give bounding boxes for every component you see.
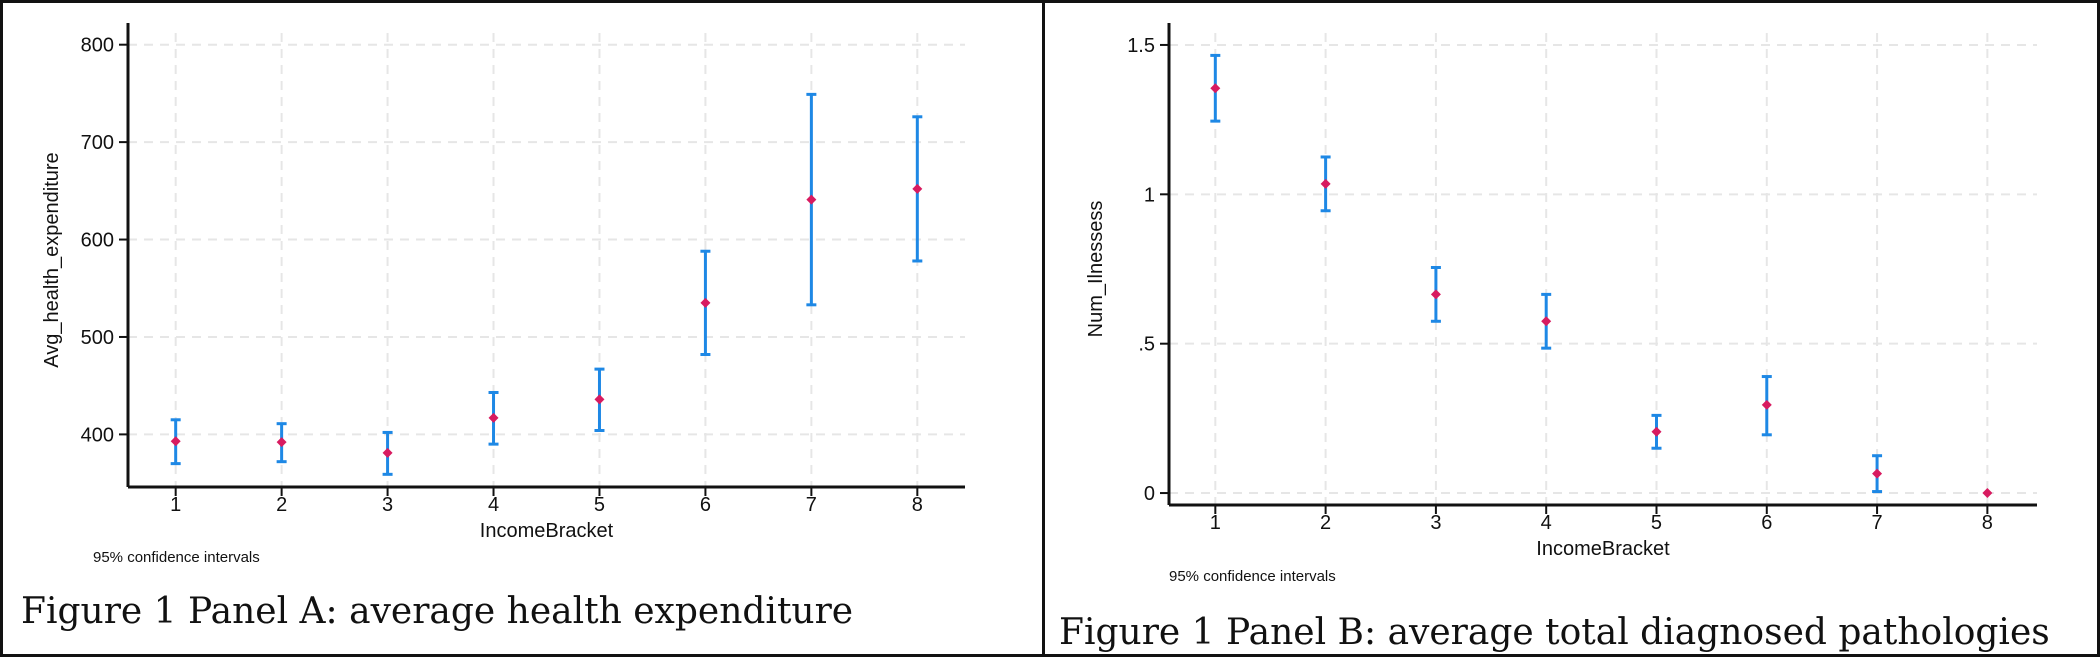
x-tick-label: 3 [1430, 512, 1441, 534]
x-tick-label: 6 [700, 494, 711, 516]
panel-b: 0 .5 1 1.5 1 2 3 4 5 6 7 8 IncomeBracket Num_Ilnesses… [1042, 0, 2100, 657]
x-tick-label: 4 [488, 494, 499, 516]
x-tick-label: 1 [1210, 512, 1221, 534]
x-tick-label: 8 [912, 494, 923, 516]
data-point [912, 183, 923, 194]
x-tick-label: 5 [1651, 512, 1662, 534]
chart-b: 0 .5 1 1.5 1 2 3 4 5 6 7 8 IncomeBracket Num_Ilnesses… [1085, 23, 2037, 585]
data-point [700, 297, 711, 308]
y-tick-label: 400 [81, 424, 114, 446]
data-point [1541, 316, 1552, 327]
y-tick-label: 700 [81, 132, 114, 154]
data-point [1982, 488, 1993, 499]
y-tick-label: 1 [1144, 184, 1155, 206]
x-tick-label: 3 [382, 494, 393, 516]
y-tick-label: 600 [81, 230, 114, 252]
ci-note: 95% confidence intervals [1169, 568, 1336, 585]
chart-a: 400 500 600 700 800 1 2 3 4 5 6 7 8 IncomeBracket Avg_… [41, 23, 965, 566]
x-tick-label: 7 [1872, 512, 1883, 534]
x-tick-label: 4 [1541, 512, 1552, 534]
y-tick-label: 0 [1144, 483, 1155, 505]
x-axis-title: IncomeBracket [480, 520, 614, 542]
y-tick-label: 500 [81, 327, 114, 349]
data-point [594, 394, 605, 405]
data-point [1761, 399, 1772, 410]
data-point [1320, 178, 1331, 189]
x-tick-label: 1 [170, 494, 181, 516]
data-point [382, 447, 393, 458]
data-point [1210, 83, 1221, 94]
y-tick-label: .5 [1138, 334, 1155, 356]
caption-b: Figure 1 Panel B: average total diagnose… [1059, 612, 2050, 653]
data-point [1872, 468, 1883, 479]
x-tick-label: 2 [276, 494, 287, 516]
y-tick-label: 800 [81, 35, 114, 57]
x-tick-label: 8 [1982, 512, 1993, 534]
data-point [1651, 426, 1662, 437]
panel-a: 400 500 600 700 800 1 2 3 4 5 6 7 8 IncomeBracket Avg_… [0, 0, 1045, 657]
data-point [806, 194, 817, 205]
data-point [170, 436, 181, 447]
y-axis-title: Avg_health_expenditure [41, 152, 63, 367]
y-axis-title: Num_Ilnessess [1085, 201, 1107, 338]
data-point [276, 437, 287, 448]
x-tick-label: 5 [594, 494, 605, 516]
x-axis-title: IncomeBracket [1536, 538, 1670, 560]
data-point [488, 412, 499, 423]
x-tick-label: 2 [1320, 512, 1331, 534]
x-tick-label: 6 [1761, 512, 1772, 534]
data-point [1430, 289, 1441, 300]
ci-note: 95% confidence intervals [93, 549, 260, 566]
x-tick-label: 7 [806, 494, 817, 516]
caption-a: Figure 1 Panel A: average health expendi… [21, 591, 854, 632]
y-tick-label: 1.5 [1127, 35, 1155, 57]
